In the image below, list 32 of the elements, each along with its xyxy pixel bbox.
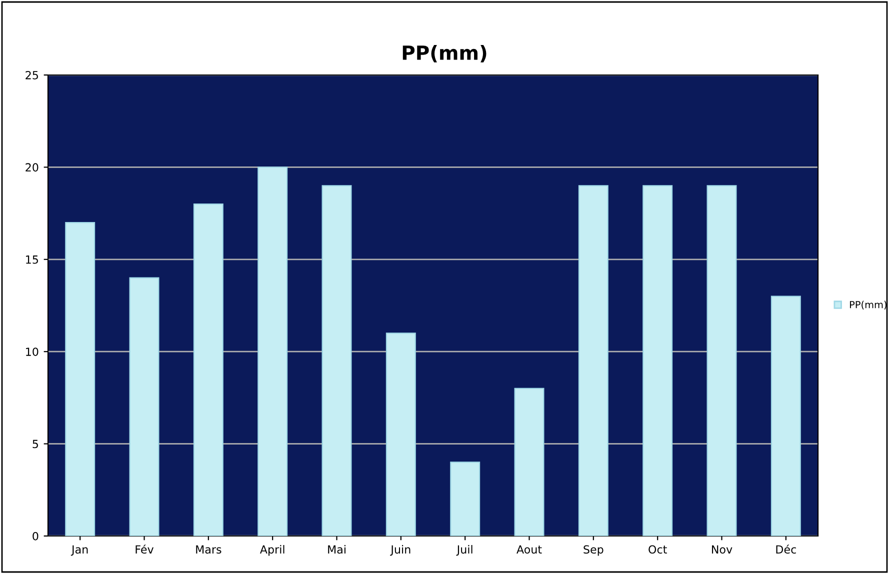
chart-title: PP(mm) xyxy=(402,45,486,62)
x-tick-label: Jan xyxy=(70,545,88,556)
y-tick-label: 20 xyxy=(26,163,38,172)
x-tick-label: Sep xyxy=(584,545,604,556)
bar xyxy=(450,462,480,536)
bar xyxy=(386,332,416,536)
bar xyxy=(514,388,544,536)
bar xyxy=(129,277,160,536)
bar xyxy=(706,185,737,536)
x-tick-label: Déc xyxy=(776,544,796,554)
y-tick-label: 15 xyxy=(26,256,38,264)
x-tick-label: Oct xyxy=(648,545,667,554)
y-tick-label: 5 xyxy=(32,440,38,448)
y-tick-label: 25 xyxy=(26,70,38,80)
x-tick-label: Mai xyxy=(328,545,346,554)
x-tick-label: Aout xyxy=(516,545,542,554)
bar xyxy=(642,185,673,536)
x-tick-label: Juin xyxy=(390,545,410,556)
legend-label: PP(mm) xyxy=(850,300,886,310)
x-tick-label: Juil xyxy=(456,545,472,556)
bar xyxy=(770,296,801,536)
bar xyxy=(322,185,352,536)
bar xyxy=(578,185,608,536)
bar xyxy=(193,204,224,536)
y-tick-label: 10 xyxy=(26,348,38,356)
bar xyxy=(65,222,96,536)
bar xyxy=(258,166,288,536)
x-tick-label: Fév xyxy=(136,544,154,554)
x-tick-label: Nov xyxy=(712,545,732,554)
x-tick-label: Mars xyxy=(196,545,222,554)
x-tick-label: April xyxy=(260,545,284,556)
y-tick-label: 0 xyxy=(32,532,38,540)
